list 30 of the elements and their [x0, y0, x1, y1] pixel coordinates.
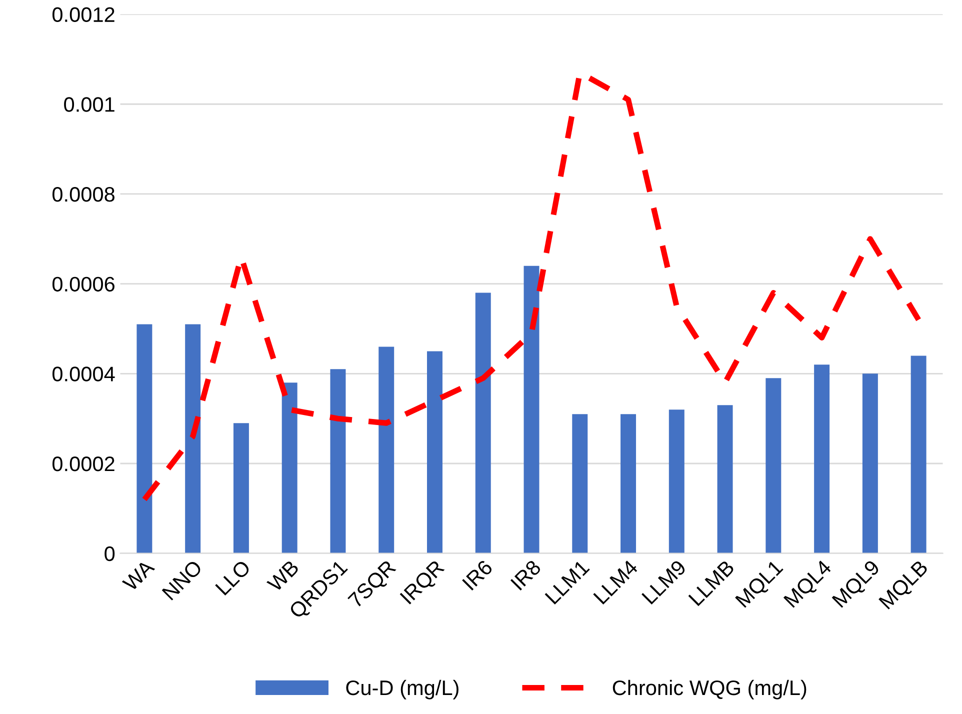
bar: [572, 414, 588, 554]
y-tick-label: 0.0002: [52, 456, 114, 472]
bar: [282, 382, 298, 554]
y-tick-label: 0.0008: [52, 186, 114, 202]
bar: [766, 378, 782, 554]
bar: [910, 356, 926, 554]
bar: [717, 405, 733, 554]
bar: [136, 324, 152, 554]
bar: [427, 351, 442, 554]
x-tick-label: IR6: [462, 559, 494, 591]
bar: [185, 324, 201, 554]
x-tick-label: LLO: [214, 559, 252, 596]
x-tick-label: IR8: [510, 559, 542, 591]
bar: [620, 414, 636, 554]
bar: [862, 374, 878, 554]
x-tick-label: WA: [122, 558, 156, 592]
y-tick-label: 0.0012: [52, 7, 114, 22]
bar: [378, 346, 394, 554]
bar: [330, 369, 346, 554]
y-tick-label: 0: [104, 546, 115, 562]
bar: [814, 364, 830, 554]
bar: [524, 266, 540, 554]
y-tick-label: 0.001: [64, 97, 114, 112]
bar: [233, 423, 249, 554]
legend-label: Cu-D (mg/L): [346, 680, 458, 700]
y-tick-label: 0.0004: [52, 366, 115, 382]
bar: [475, 292, 491, 554]
y-tick-label: 0.0006: [52, 276, 114, 292]
legend-label: Chronic WQG (mg/L): [612, 680, 806, 700]
bar: [668, 410, 684, 554]
